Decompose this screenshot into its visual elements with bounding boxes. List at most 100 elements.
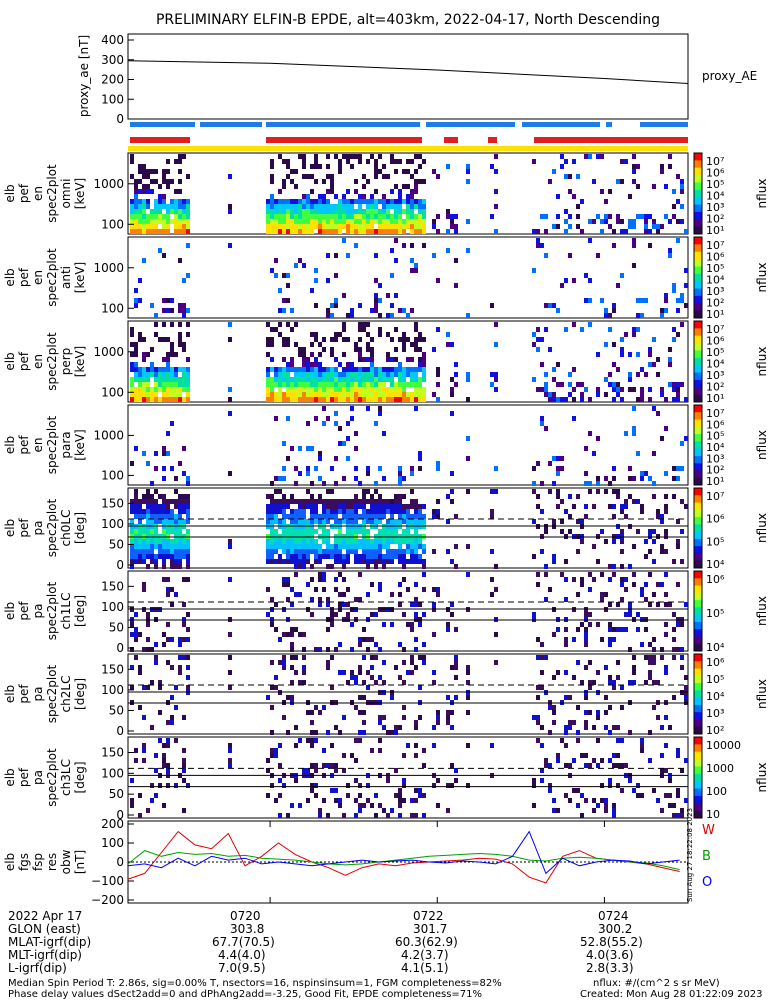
spectrogram-cell [616,387,620,392]
spectrogram-cell [620,705,624,710]
spectrogram-cell [580,793,584,798]
spectrogram-cell [422,179,426,184]
spectrogram-cell [394,768,398,773]
spectrogram-cell [310,392,314,397]
spectrogram-ytick-label: 150 [101,746,124,760]
spectrogram-cell [298,199,302,204]
spectrogram-cell [378,219,382,224]
spectrogram-cell [446,607,450,612]
spectrogram-ylabel: [deg] [73,512,87,544]
spectrogram-cell [406,357,410,362]
spectrogram-cell [174,489,178,494]
spectrogram-cell [402,612,406,617]
spectrogram-cell [134,529,138,534]
spectrogram-cell [560,572,564,577]
spectrogram-cell [604,214,608,219]
spectrogram-cell [564,219,568,224]
spectrogram-cell [354,534,358,539]
colorbar-label: nflux [755,596,769,626]
spectrogram-cell [270,174,274,179]
spectrogram-cell [402,559,406,564]
spectrogram-cell [134,549,138,554]
spectrogram-cell [676,519,680,524]
spectrogram-cell [410,189,414,194]
spectrogram-cell [334,411,338,416]
spectrogram-cell [162,544,166,549]
spectrogram-cell [342,519,346,524]
spectrogram-cell [286,549,290,554]
spectrogram-cell [580,622,584,627]
spectrogram-cell [354,738,358,743]
spectrogram-cell [648,642,652,647]
spectrogram-cell [162,169,166,174]
spectrogram-cell [182,763,186,768]
spectrogram-cell [454,514,458,519]
spectrogram-cell [532,342,536,347]
colorbar-band [694,167,702,176]
spectrogram-cell [302,524,306,529]
spectrogram-cell [632,332,636,337]
spectrogram-cell [370,199,374,204]
spectrogram-cell [286,372,290,377]
spectrogram-cell [354,554,358,559]
spectrogram-cell [398,466,402,471]
spectrogram-cell [154,524,158,529]
spectrogram-cell [414,263,418,268]
spectrogram-cell [418,377,422,382]
spectrogram-cell [596,476,600,481]
spectrogram-cell [490,592,494,597]
spectrogram-cell [556,456,560,461]
spectrogram-cell [330,655,334,660]
spectrogram-cell [616,534,620,539]
spectrogram-cell [548,587,552,592]
spectrogram-cell [446,164,450,169]
spectrogram-cell [346,337,350,342]
spectrogram-cell [366,406,370,411]
spectrogram-cell [418,337,422,342]
spectrogram-cell [358,695,362,700]
spectrogram-cell [186,504,190,509]
red-bar-segment [534,137,688,143]
spectrogram-cell [632,788,636,793]
spectrogram-cell [612,387,616,392]
spectrogram-cell [228,743,232,748]
spectrogram-cell [584,642,588,647]
spectrogram-cell [652,592,656,597]
spectrogram-cell [286,632,290,637]
spectrogram-cell [436,382,440,387]
spectrogram-cell [374,382,378,387]
spectrogram-cell [170,298,174,303]
spectrogram-cell [652,539,656,544]
spectrogram-cell [366,159,370,164]
spectrogram-cell [604,725,608,730]
spectrogram-cell [130,559,134,564]
spectrogram-cell [358,397,362,402]
spectrogram-cell [362,509,366,514]
spectrogram-cell [186,219,190,224]
spectrogram-cell [422,387,426,392]
spectrogram-cell [620,219,624,224]
spectrogram-cell [418,367,422,372]
spectrogram-cell [636,612,640,617]
spectrogram-cell [142,524,146,529]
spectrogram-cell [342,715,346,720]
spectrogram-cell [274,559,278,564]
spectrogram-cell [130,499,134,504]
spectrogram-cell [318,544,322,549]
spectrogram-cell [318,494,322,499]
spectrogram-cell [166,519,170,524]
spectrogram-cell [346,602,350,607]
spectrogram-cell [552,675,556,680]
spectrogram-cell [604,377,608,382]
spectrogram-cell [278,154,282,159]
time-label-0724: 0724 [598,909,629,923]
spectrogram-cell [612,476,616,481]
spectrogram-cell [338,670,342,675]
spectrogram-cell [178,539,182,544]
spectrogram-cell [322,387,326,392]
spectrogram-cell [644,229,648,234]
spectrogram-cell [410,534,414,539]
proxy-ytick-label: 0 [116,112,124,126]
spectrogram-cell [640,471,644,476]
